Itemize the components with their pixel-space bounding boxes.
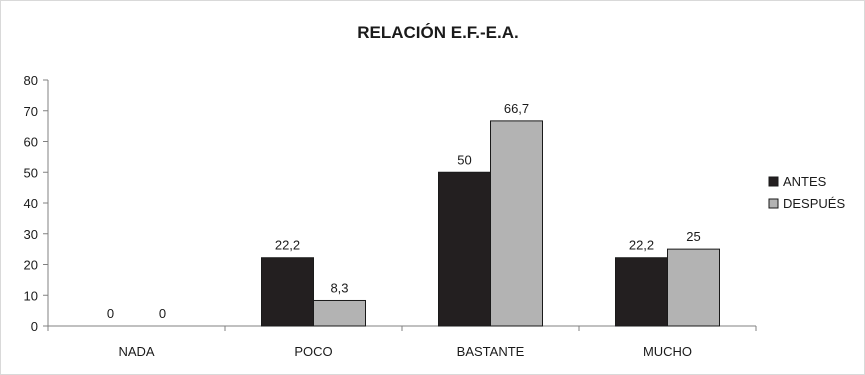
data-label: 0 [159,306,166,321]
data-label: 22,2 [275,238,300,253]
y-tick-label: 10 [24,288,38,303]
y-tick-label: 20 [24,258,38,273]
legend-swatch [768,176,779,187]
x-tick-label: NADA [118,344,154,359]
x-tick-label: BASTANTE [457,344,525,359]
bar-después [490,120,543,327]
y-tick-label: 70 [24,104,38,119]
y-tick-label: 30 [24,227,38,242]
legend-label: ANTES [783,174,827,189]
chart-axes: 0 10 20 30 40 50 60 70 80 NADA POCO BASTANTE MUCHO [24,73,757,359]
legend-label: DESPUÉS [783,196,845,211]
data-label: 22,2 [629,238,654,253]
bar-antes [615,257,668,327]
bar-antes [261,257,314,327]
x-tick-label: MUCHO [643,344,692,359]
bar-después [667,248,720,327]
data-label: 50 [457,152,471,167]
y-tick-label: 0 [31,319,38,334]
bar-antes [438,171,491,327]
y-tick-label: 60 [24,135,38,150]
y-tick-label: 40 [24,196,38,211]
data-label: 0 [107,306,114,321]
chart-title: RELACIÓN E.F.-E.A. [357,23,519,42]
data-label: 66,7 [504,101,529,116]
bar-después [313,299,366,327]
chart-bars: 0 0 22,2 8,3 50 66,7 22,2 25 [107,101,720,327]
chart-legend: ANTES DESPUÉS [768,174,845,211]
y-tick-label: 50 [24,165,38,180]
x-tick-label: POCO [294,344,332,359]
data-label: 25 [686,229,700,244]
legend-swatch [768,198,779,209]
data-label: 8,3 [330,280,348,295]
y-tick-label: 80 [24,73,38,88]
